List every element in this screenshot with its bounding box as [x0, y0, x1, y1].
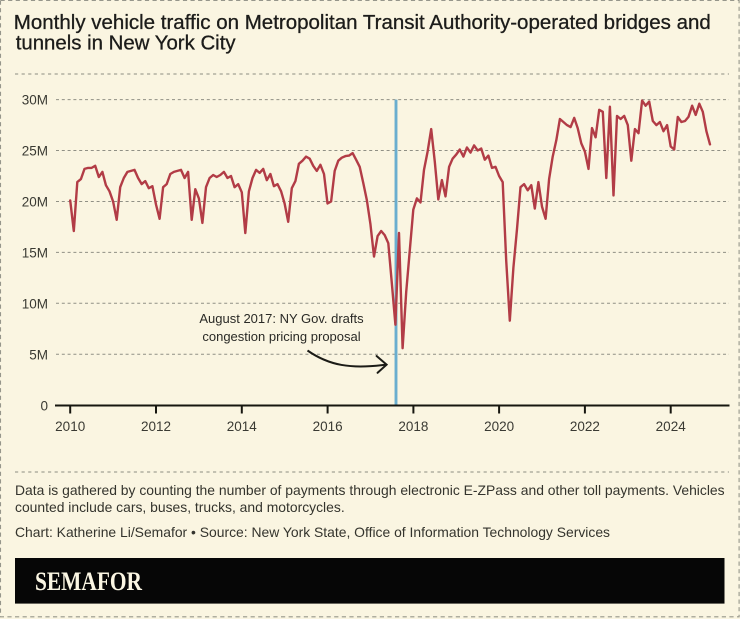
svg-text:2012: 2012 [141, 419, 171, 434]
svg-text:5M: 5M [29, 348, 48, 363]
svg-text:2024: 2024 [656, 419, 687, 434]
svg-text:Data is gathered by counting t: Data is gathered by counting the number … [15, 482, 725, 498]
svg-text:Monthly vehicle traffic on Met: Monthly vehicle traffic on Metropolitan … [14, 11, 711, 34]
svg-text:2016: 2016 [313, 419, 343, 434]
svg-text:10M: 10M [22, 297, 48, 312]
svg-text:Chart: Katherine Li/Semafor •: Chart: Katherine Li/Semafor • Source: Ne… [15, 524, 610, 540]
svg-text:2018: 2018 [398, 419, 428, 434]
svg-text:tunnels in New York City: tunnels in New York City [16, 32, 237, 54]
svg-text:20M: 20M [22, 195, 48, 210]
svg-text:2014: 2014 [227, 419, 258, 434]
svg-text:0: 0 [40, 399, 48, 414]
svg-text:30M: 30M [22, 93, 48, 108]
svg-text:congestion pricing proposal: congestion pricing proposal [202, 329, 360, 344]
svg-text:August 2017: NY Gov. drafts: August 2017: NY Gov. drafts [199, 311, 364, 326]
svg-text:15M: 15M [22, 246, 48, 261]
svg-text:2022: 2022 [570, 419, 600, 434]
svg-text:25M: 25M [22, 144, 48, 159]
svg-text:2020: 2020 [484, 419, 514, 434]
svg-text:SEMAFOR: SEMAFOR [35, 566, 143, 596]
svg-text:counted include cars, buses, t: counted include cars, buses, trucks, and… [15, 499, 345, 515]
svg-text:2010: 2010 [55, 419, 85, 434]
